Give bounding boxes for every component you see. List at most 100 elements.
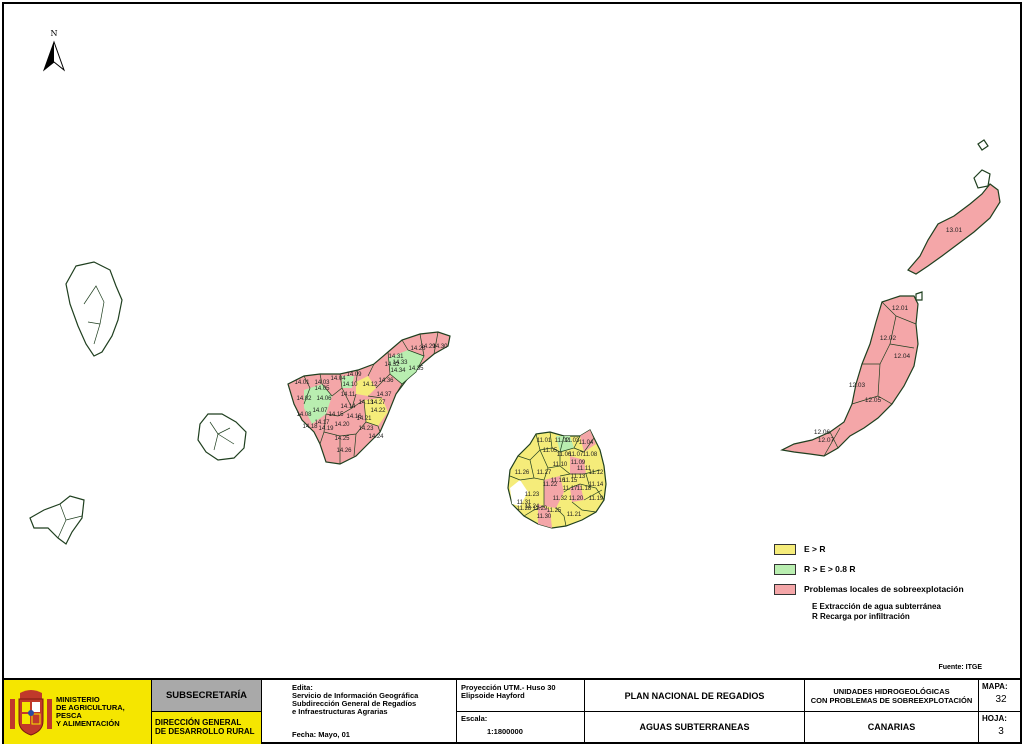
sheet-number: HOJA: 3 — [979, 712, 1020, 737]
zone-label-14-27: 14.27 — [370, 400, 386, 406]
zone-label-14-07: 14.07 — [312, 408, 328, 414]
zone-label-11-21: 11.21 — [567, 512, 582, 518]
zone-label-14-10: 14.10 — [342, 382, 358, 388]
ministry-logo-block: MINISTERIO DE AGRICULTURA, PESCA Y ALIME… — [4, 680, 152, 744]
zone-label-12-02: 12.02 — [880, 335, 897, 342]
legend-notes: E Extracción de agua subterránea R Recar… — [812, 602, 1014, 622]
legend-note-e: E Extracción de agua subterránea — [812, 602, 941, 611]
subsecretaria-label: SUBSECRETARÍA — [152, 680, 261, 712]
zone-label-11-06: 11.06 — [557, 452, 572, 458]
zone-label-12-04: 12.04 — [894, 353, 911, 360]
zone-label-12-05: 12.05 — [865, 397, 882, 404]
zone-label-11-09: 11.09 — [571, 460, 586, 466]
legend-label: R > E > 0.8 R — [804, 564, 856, 574]
ministry-name: MINISTERIO DE AGRICULTURA, PESCA Y ALIME… — [56, 695, 125, 728]
zone-label-14-03: 14.03 — [314, 380, 330, 386]
zone-label-11-01: 11.01 — [537, 438, 552, 444]
sheet-number-label: HOJA: — [982, 714, 1007, 723]
zone-labels: 13.01 12.01 12.02 12.04 12.03 12.05 12.0612.07… — [294, 227, 962, 520]
legend-swatch-yellow — [774, 543, 796, 555]
legend-item-e-gt-r: E > R — [774, 542, 1014, 556]
source-label: Fuente: ITGE — [938, 664, 982, 671]
edita-title: Edita: — [292, 683, 313, 692]
units-block: UNIDADES HIDROGEOLÓGICAS CON PROBLEMAS D… — [805, 680, 979, 744]
sheet-number-block: MAPA: 32 HOJA: 3 — [979, 680, 1020, 744]
zone-label-14-28: 14.28 — [410, 346, 426, 352]
zone-label-11-24: 11.24 — [525, 504, 540, 510]
direccion-general-label: DIRECCIÓN GENERAL DE DESARROLLO RURAL — [155, 718, 255, 736]
zone-label-14-22: 14.22 — [370, 408, 386, 414]
zone-label-12-07: 12.07 — [818, 437, 835, 444]
zone-label-11-16: 11.16 — [551, 478, 566, 484]
zone-label-11-15: 11.15 — [563, 478, 578, 484]
legend-swatch-pink — [774, 583, 796, 595]
zone-label-11-07: 11.07 — [569, 452, 584, 458]
plan-title: PLAN NACIONAL DE REGADIOS — [585, 680, 804, 712]
zone-label-14-11: 14.11 — [341, 392, 356, 398]
zone-label-14-19: 14.19 — [318, 426, 334, 432]
zone-label-11-29: 11.29 — [533, 506, 548, 512]
zone-label-11-03: 11.03 — [565, 438, 580, 444]
zone-label-14-26: 14.26 — [336, 448, 352, 454]
zone-label-14-09: 14.09 — [346, 372, 362, 378]
zone-label-11-04: 11.04 — [579, 440, 594, 446]
legend-note-r: R Recarga por infiltración — [812, 612, 910, 621]
zone-label-14-32: 14.32 — [384, 362, 400, 368]
zone-label-11-11: 11.11 — [577, 466, 592, 472]
zone-label-14-14: 14.14 — [340, 404, 356, 410]
zone-label-11-22: 11.22 — [543, 482, 558, 488]
zone-label-11-32: 11.32 — [553, 496, 568, 502]
zone-label-14-35: 14.35 — [408, 366, 424, 372]
zone-label-11-25: 11.25 — [547, 508, 562, 514]
legend-item-sobreexplotacion: Problemas locales de sobreexplotación — [774, 582, 1014, 596]
zone-label-11-28: 11.28 — [517, 506, 532, 512]
legend-swatch-green — [774, 563, 796, 575]
map-area: N — [4, 4, 1020, 676]
zone-label-11-05: 11.05 — [543, 448, 558, 454]
edita-block: Edita: Servicio de Información Geográfic… — [262, 680, 457, 744]
zone-label-14-16: 14.16 — [346, 414, 362, 420]
island-fuerteventura — [780, 291, 923, 457]
subsecretaria-block: SUBSECRETARÍA DIRECCIÓN GENERAL DE DESAR… — [152, 680, 262, 744]
zone-label-14-04: 14.04 — [330, 376, 346, 382]
zone-label-11-31: 11.31 — [517, 500, 532, 506]
zone-label-11-20: 11.20 — [569, 496, 584, 502]
units-title: UNIDADES HIDROGEOLÓGICAS CON PROBLEMAS D… — [805, 680, 978, 712]
zone-label-14-05: 14.05 — [314, 386, 330, 392]
zone-label-11-13: 11.13 — [571, 474, 586, 480]
edita-lines: Servicio de Información Geográfica Subdi… — [292, 691, 419, 716]
zone-label-13-01: 13.01 — [946, 227, 963, 234]
zone-label-14-23: 14.23 — [358, 426, 374, 432]
map-canvas: N — [29, 29, 1001, 545]
projection-block: Proyección UTM.- Huso 30 Elipsoide Hayfo… — [457, 680, 585, 744]
zone-label-11-18: 11.18 — [577, 486, 592, 492]
zone-label-14-18: 14.18 — [302, 424, 318, 430]
zone-label-11-27: 11.27 — [537, 470, 552, 476]
coat-of-arms-icon — [10, 690, 52, 736]
zone-label-11-19: 11.19 — [589, 496, 604, 502]
island-la-gomera — [197, 413, 247, 461]
zone-label-12-03: 12.03 — [849, 382, 866, 389]
zone-label-14-06: 14.06 — [316, 396, 332, 402]
plan-block: PLAN NACIONAL DE REGADIOS AGUAS SUBTERRA… — [585, 680, 805, 744]
zone-label-11-12: 11.12 — [589, 470, 604, 476]
zone-label-14-34: 14.34 — [390, 368, 406, 374]
zone-label-12-01: 12.01 — [892, 305, 909, 312]
zone-label-11-23: 11.23 — [525, 492, 540, 498]
map-number-label: MAPA: — [982, 682, 1008, 691]
zone-label-14-12: 14.12 — [362, 382, 378, 388]
legend-item-r-gt-e: R > E > 0.8 R — [774, 562, 1014, 576]
map-number-value: 32 — [995, 694, 1007, 705]
zone-label-14-25: 14.25 — [334, 436, 350, 442]
north-label: N — [51, 29, 58, 38]
fecha-label: Fecha: Mayo, 01 — [292, 730, 350, 739]
north-arrow-icon: N — [42, 29, 66, 72]
island-gran-canaria — [507, 429, 607, 529]
zone-label-11-08: 11.08 — [583, 452, 598, 458]
zone-label-11-17: 11.17 — [563, 486, 578, 492]
zone-label-14-02: 14.02 — [296, 396, 312, 402]
legend: E > R R > E > 0.8 R Problemas locales de… — [774, 542, 1014, 622]
projection-label: Proyección UTM.- Huso 30 Elipsoide Hayfo… — [457, 680, 584, 712]
zone-label-14-13: 14.13 — [358, 400, 374, 406]
